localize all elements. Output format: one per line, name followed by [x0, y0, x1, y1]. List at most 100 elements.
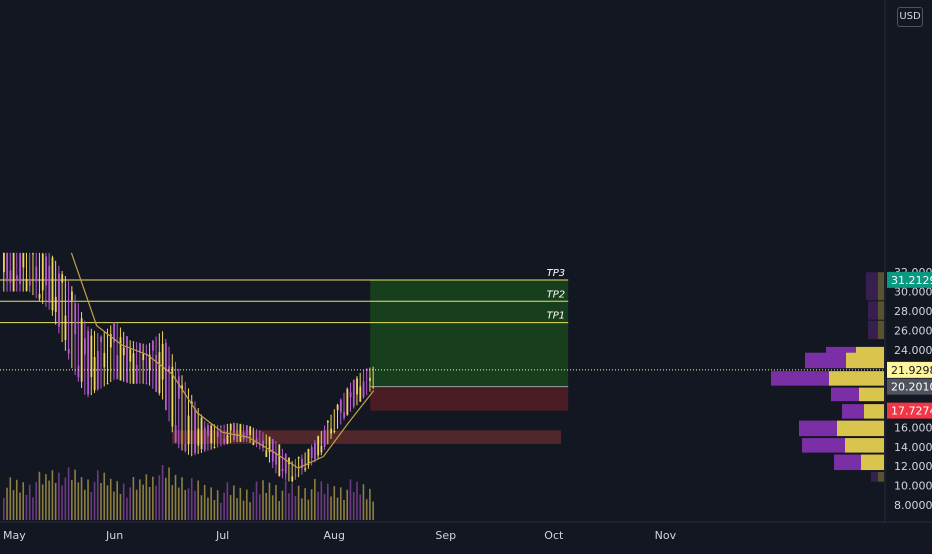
- volume-bar: [38, 471, 41, 520]
- volume-bar: [116, 481, 118, 520]
- volume-bar: [343, 500, 345, 520]
- candle-body: [142, 353, 145, 361]
- volume-bar: [365, 499, 368, 520]
- candle-body: [197, 428, 200, 446]
- profile-bar-up: [861, 454, 884, 471]
- price-badge: [887, 378, 932, 395]
- candle-body: [239, 424, 242, 442]
- candle-body: [119, 337, 122, 381]
- candle-body: [25, 278, 28, 291]
- volume-bar: [9, 477, 12, 520]
- volume-bar: [291, 483, 293, 520]
- candle-body: [135, 364, 138, 384]
- volume-bar: [297, 485, 300, 520]
- price-badge-label: 20.2010: [891, 381, 932, 394]
- volume-bar: [242, 500, 245, 520]
- volume-bar: [223, 492, 225, 520]
- volume-bar: [372, 501, 374, 520]
- volume-bar: [184, 489, 187, 520]
- profile-bar-up: [829, 371, 884, 386]
- volume-bar: [158, 475, 161, 520]
- volume-bar: [284, 480, 287, 520]
- candle-body: [262, 440, 264, 448]
- profile-bar-up: [878, 472, 884, 482]
- volume-bar: [333, 486, 336, 520]
- volume-bar: [275, 485, 277, 520]
- volume-bar: [54, 482, 57, 520]
- candle-body: [317, 436, 320, 456]
- candle-body: [275, 452, 277, 465]
- volume-bar: [135, 489, 138, 520]
- profile-bar-down: [771, 371, 829, 386]
- candle-body: [74, 303, 77, 335]
- candle-body: [51, 257, 54, 311]
- profile-bar-up: [856, 346, 884, 359]
- volume-bar: [168, 467, 170, 520]
- profile-bar-down: [842, 404, 864, 419]
- profile-bar-up: [878, 272, 884, 301]
- time-tick-label: Jun: [105, 529, 123, 542]
- volume-bar: [278, 501, 280, 520]
- candle-body: [139, 343, 141, 353]
- candle-body: [213, 446, 216, 448]
- candle-body: [278, 444, 281, 476]
- time-tick-label: Oct: [544, 529, 564, 542]
- volume-bar: [271, 495, 274, 520]
- volume-bar: [106, 485, 109, 520]
- candle-body: [171, 366, 174, 427]
- volume-bar: [301, 498, 303, 520]
- volume-bar: [258, 494, 261, 520]
- candle-body: [310, 447, 313, 459]
- candle-body: [84, 338, 86, 355]
- volume-bar: [177, 487, 180, 520]
- candle-body: [294, 474, 297, 476]
- price-tick-label: 24.0000: [894, 344, 932, 357]
- volume-bar: [132, 477, 135, 520]
- candle-body: [184, 443, 187, 451]
- candle-body: [3, 252, 5, 273]
- candle-body: [96, 351, 99, 390]
- volume-bar: [96, 470, 99, 520]
- candle-body: [6, 252, 9, 282]
- volume-bar: [320, 481, 323, 520]
- volume-bar: [113, 491, 115, 520]
- candle-body: [307, 448, 310, 466]
- volume-bar: [28, 484, 31, 520]
- volume-bar: [327, 483, 329, 520]
- candle-body: [301, 458, 303, 469]
- volume-bar: [12, 490, 15, 520]
- tp-label: TP3: [547, 268, 566, 279]
- volume-bar: [239, 487, 242, 520]
- volume-bar: [145, 474, 148, 520]
- candle-body: [271, 439, 274, 462]
- volume-bar: [64, 477, 67, 520]
- candle-body: [210, 425, 213, 444]
- volume-bar: [103, 472, 106, 520]
- candle-body: [177, 376, 180, 399]
- candle-body: [314, 443, 316, 459]
- currency-unit-badge[interactable]: USD: [897, 7, 923, 27]
- candle-body: [152, 340, 154, 351]
- volume-bar: [139, 479, 141, 520]
- candle-body: [288, 457, 290, 465]
- volume-bar: [294, 496, 297, 520]
- volume-bar: [48, 480, 50, 520]
- volume-bar: [45, 474, 47, 520]
- volume-bar: [229, 495, 232, 520]
- candle-body: [190, 401, 193, 405]
- time-tick-label: Nov: [655, 529, 677, 542]
- price-tick-label: 14.0000: [894, 441, 932, 454]
- candle-body: [203, 427, 206, 451]
- candle-body: [90, 335, 93, 377]
- candle-body: [194, 408, 196, 454]
- candle-body: [323, 430, 326, 447]
- candle-body: [336, 404, 339, 411]
- profile-bar-up: [864, 404, 884, 419]
- volume-bar: [190, 478, 193, 520]
- candle-body: [28, 278, 31, 286]
- profile-bar-up: [846, 352, 884, 369]
- time-tick-label: Aug: [323, 529, 344, 542]
- candle-body: [216, 431, 219, 437]
- volume-bar: [307, 499, 310, 520]
